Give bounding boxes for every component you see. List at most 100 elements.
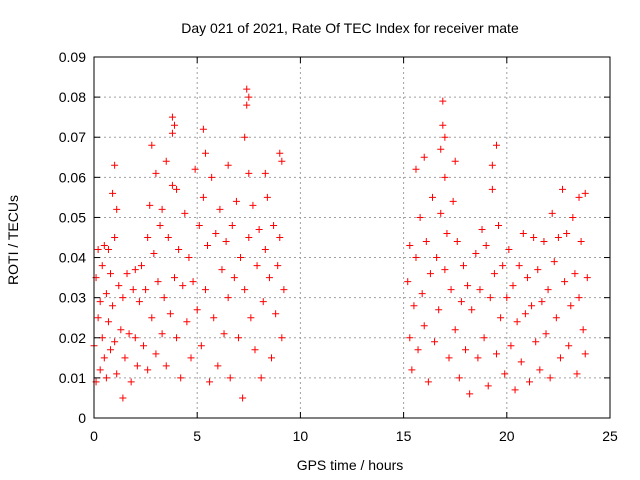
y-tick-label: 0.01	[59, 370, 86, 386]
data-point	[437, 145, 445, 153]
data-point	[575, 193, 583, 201]
data-point	[98, 262, 106, 270]
data-point	[224, 161, 232, 169]
data-point	[445, 354, 453, 362]
data-point	[418, 290, 426, 298]
data-point	[170, 274, 178, 282]
data-point	[206, 378, 214, 386]
data-point	[239, 394, 247, 402]
data-point	[579, 326, 587, 334]
data-point	[406, 334, 414, 342]
data-point	[144, 366, 152, 374]
data-point	[251, 346, 259, 354]
data-point	[484, 382, 492, 390]
data-point	[100, 354, 108, 362]
data-point	[505, 246, 513, 254]
data-point	[567, 302, 575, 310]
y-axis-title: ROTI / TECUs	[5, 195, 21, 285]
x-tick-label: 25	[602, 428, 618, 444]
data-point	[507, 342, 515, 350]
data-point	[523, 274, 531, 282]
data-point	[179, 282, 187, 290]
axis-ticks: 0 5 10 15 20 25 0 0.01 0.02 0.03 0.04 0.05 0.06 0.07 0…	[59, 49, 618, 444]
data-point	[414, 346, 422, 354]
data-point	[150, 250, 158, 258]
data-point	[451, 326, 459, 334]
data-point	[170, 121, 178, 129]
data-point	[96, 366, 104, 374]
data-point	[168, 129, 176, 137]
x-tick-label: 10	[293, 428, 309, 444]
data-point	[439, 97, 447, 105]
data-point	[162, 157, 170, 165]
data-point	[408, 366, 416, 374]
data-point	[499, 262, 507, 270]
data-point	[144, 234, 152, 241]
data-point	[94, 246, 102, 254]
data-point	[575, 294, 583, 302]
y-tick-label: 0.04	[59, 250, 86, 266]
data-point	[234, 334, 242, 342]
data-point	[228, 221, 236, 229]
data-point	[255, 225, 263, 233]
data-point	[119, 394, 127, 402]
data-point	[573, 370, 581, 378]
y-tick-label: 0.07	[59, 129, 86, 145]
data-point	[212, 229, 220, 237]
data-point	[583, 274, 591, 282]
data-point	[492, 350, 500, 358]
data-point	[511, 386, 519, 394]
data-point	[556, 354, 564, 362]
y-tick-label: 0.06	[59, 169, 86, 185]
data-point	[158, 205, 166, 213]
data-point	[135, 298, 143, 306]
data-point	[534, 266, 542, 274]
data-point	[168, 181, 176, 189]
data-point	[183, 318, 191, 326]
data-point	[109, 189, 117, 197]
data-point	[121, 354, 129, 362]
data-point	[107, 270, 115, 278]
data-point	[131, 334, 139, 342]
data-point	[492, 141, 500, 149]
data-point	[490, 270, 498, 278]
data-point	[191, 165, 199, 173]
data-point	[210, 314, 218, 322]
data-point	[451, 157, 459, 165]
data-point	[538, 298, 546, 306]
data-point	[453, 238, 461, 246]
data-point	[257, 374, 265, 382]
y-tick-label: 0.02	[59, 330, 86, 346]
data-point	[218, 266, 226, 274]
data-point	[195, 221, 203, 229]
data-point	[104, 246, 112, 254]
data-point	[249, 201, 257, 209]
data-point	[480, 334, 488, 342]
data-point	[404, 278, 412, 286]
data-point	[497, 314, 505, 322]
data-point	[441, 266, 449, 274]
data-point	[245, 93, 253, 101]
data-point	[241, 286, 249, 294]
data-point	[268, 354, 276, 362]
data-point	[154, 278, 162, 286]
data-point	[245, 234, 253, 241]
data-point	[412, 165, 420, 173]
data-point	[563, 229, 571, 237]
data-point	[232, 197, 240, 205]
data-point	[253, 262, 261, 270]
data-point	[148, 141, 156, 149]
data-point	[111, 161, 119, 169]
data-point	[466, 390, 474, 398]
data-point	[123, 270, 131, 278]
x-tick-label: 20	[499, 428, 515, 444]
data-point	[530, 234, 538, 241]
data-point	[226, 374, 234, 382]
data-point	[517, 358, 525, 366]
data-point	[104, 318, 112, 326]
data-point	[554, 234, 562, 241]
data-point	[261, 169, 269, 177]
data-point	[495, 221, 503, 229]
data-point	[459, 262, 467, 270]
data-point	[181, 209, 189, 217]
